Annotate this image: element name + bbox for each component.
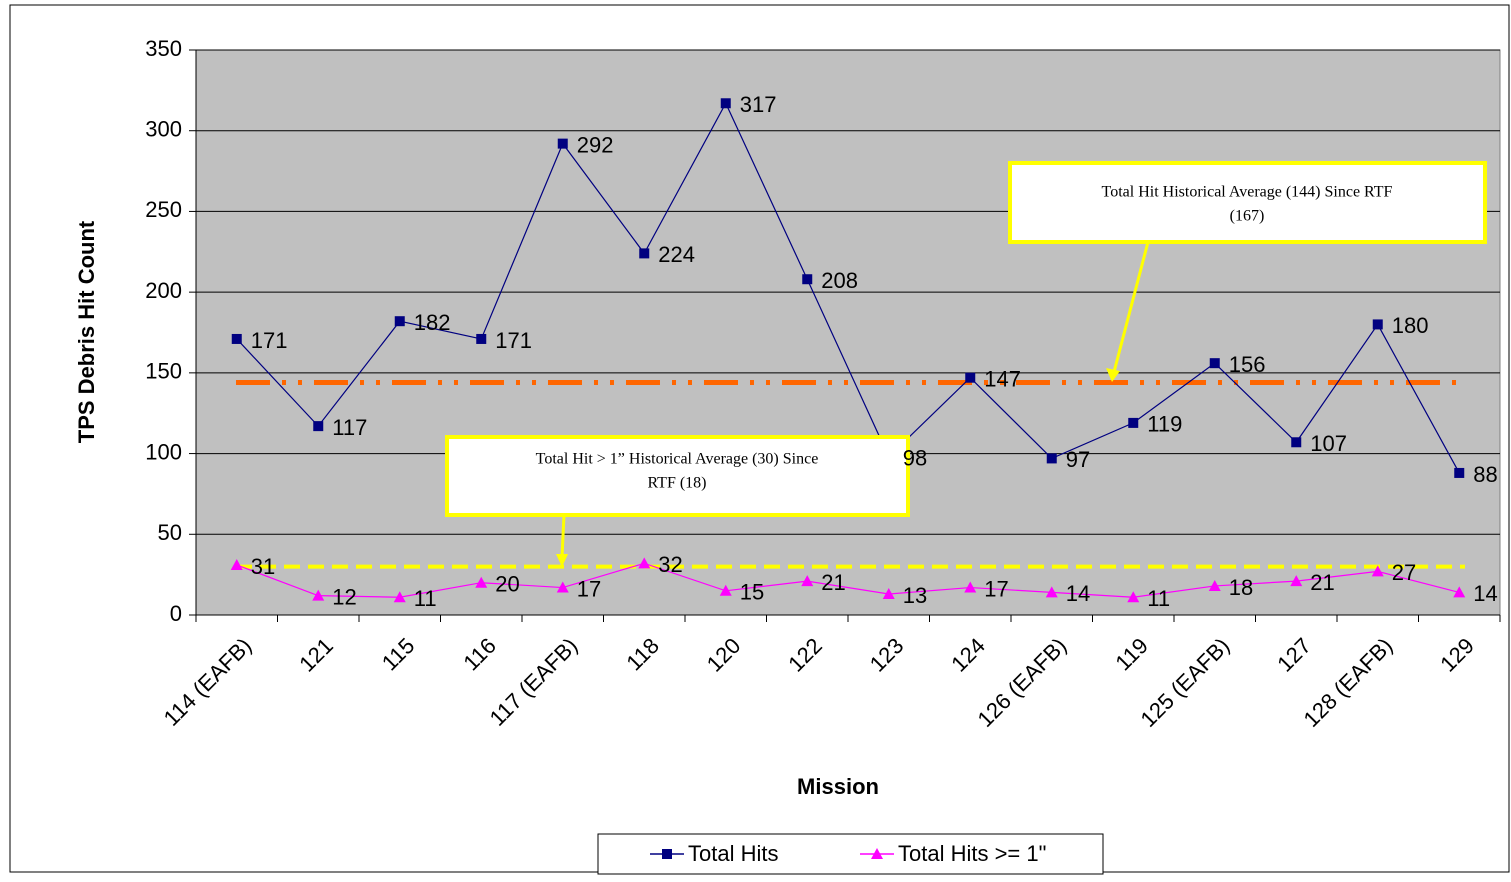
annotation-text: RTF (18) xyxy=(647,475,706,492)
y-axis-title: TPS Debris Hit Count xyxy=(74,220,99,443)
legend-marker xyxy=(871,848,883,859)
marker xyxy=(1290,575,1303,587)
marker xyxy=(720,98,731,109)
legend-label: Total Hits xyxy=(688,841,778,866)
data-label: 21 xyxy=(1310,570,1334,595)
marker xyxy=(230,558,243,570)
data-label: 88 xyxy=(1473,462,1497,487)
x-axis-title: Mission xyxy=(797,774,879,799)
series-line xyxy=(236,562,1460,598)
annotation-text: Total Hit Historical Average (144) Since… xyxy=(1102,184,1393,201)
data-label: 14 xyxy=(1473,581,1497,606)
annotation-box xyxy=(445,435,910,517)
data-label: 182 xyxy=(414,310,451,335)
marker xyxy=(1127,591,1140,603)
marker xyxy=(1372,319,1383,330)
marker xyxy=(964,581,977,593)
data-label: 32 xyxy=(658,552,682,577)
y-tick-label: 250 xyxy=(145,197,182,222)
data-label: 107 xyxy=(1310,431,1347,456)
marker xyxy=(476,333,487,344)
data-label: 15 xyxy=(740,580,764,605)
data-label: 292 xyxy=(577,132,614,157)
data-label: 12 xyxy=(332,584,356,609)
data-label: 98 xyxy=(903,446,927,471)
data-label: 13 xyxy=(903,583,927,608)
annotation-box xyxy=(1008,161,1487,244)
y-tick-label: 350 xyxy=(145,36,182,61)
data-label: 18 xyxy=(1229,575,1253,600)
marker xyxy=(639,248,650,259)
marker xyxy=(393,591,406,603)
data-label: 317 xyxy=(740,92,777,117)
y-tick-label: 300 xyxy=(145,117,182,142)
annotation-arrowhead xyxy=(1106,368,1120,382)
marker xyxy=(475,576,488,588)
data-label: 14 xyxy=(1066,581,1090,606)
data-label: 20 xyxy=(495,572,519,597)
marker xyxy=(1453,586,1466,598)
marker xyxy=(1291,437,1302,448)
data-label: 224 xyxy=(658,242,695,267)
marker xyxy=(1454,467,1465,478)
marker xyxy=(394,316,405,327)
annotation-text: Total Hit > 1” Historical Average (30) S… xyxy=(536,451,819,468)
legend-label: Total Hits >= 1" xyxy=(898,841,1046,866)
data-label: 171 xyxy=(251,328,288,353)
legend-marker xyxy=(662,849,672,859)
y-tick-label: 0 xyxy=(170,601,182,626)
data-label: 171 xyxy=(495,328,532,353)
marker xyxy=(965,372,976,383)
data-label: 11 xyxy=(414,586,437,611)
data-label: 27 xyxy=(1392,560,1416,585)
data-label: 31 xyxy=(251,554,275,579)
data-label: 180 xyxy=(1392,313,1429,338)
data-label: 119 xyxy=(1147,412,1182,437)
data-label: 208 xyxy=(821,268,858,293)
y-tick-label: 150 xyxy=(145,359,182,384)
marker xyxy=(1209,358,1220,369)
series-line xyxy=(236,101,1460,474)
marker xyxy=(312,589,325,601)
marker xyxy=(802,274,813,285)
data-label: 156 xyxy=(1229,352,1266,377)
data-label: 117 xyxy=(332,415,367,440)
data-label: 11 xyxy=(1147,586,1170,611)
marker xyxy=(1128,417,1139,428)
data-label: 21 xyxy=(821,570,845,595)
data-label: 17 xyxy=(984,576,1008,601)
plot-area xyxy=(195,49,1501,616)
marker xyxy=(1208,579,1221,591)
marker xyxy=(882,588,895,600)
y-tick-label: 100 xyxy=(145,439,182,464)
marker xyxy=(719,584,732,596)
annotation-arrow xyxy=(1112,241,1150,373)
data-label: 147 xyxy=(984,367,1021,392)
marker xyxy=(557,138,568,149)
data-label: 97 xyxy=(1066,447,1090,472)
marker xyxy=(801,575,814,587)
y-tick-label: 50 xyxy=(158,520,182,545)
annotation-arrowhead xyxy=(556,554,568,567)
marker xyxy=(313,421,324,432)
marker xyxy=(231,333,242,344)
marker xyxy=(638,557,651,569)
marker xyxy=(556,581,569,593)
data-label: 17 xyxy=(577,576,601,601)
annotation-arrow xyxy=(560,514,566,558)
marker xyxy=(1371,565,1384,577)
marker xyxy=(1046,453,1057,464)
marker xyxy=(1045,586,1058,598)
annotation-text: (167) xyxy=(1230,208,1265,225)
y-tick-label: 200 xyxy=(145,278,182,303)
